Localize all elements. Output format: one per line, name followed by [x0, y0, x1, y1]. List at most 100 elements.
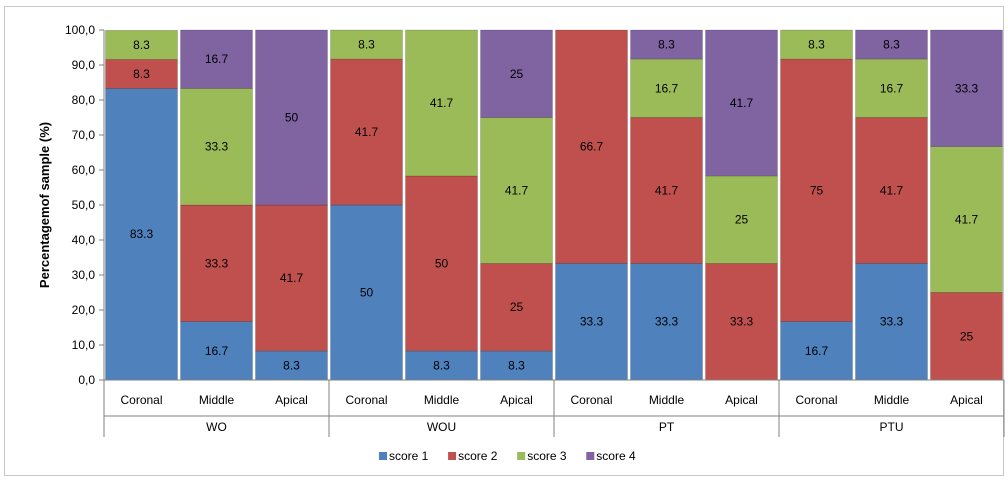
bar-segment — [180, 29, 253, 89]
data-label: 16.7 — [880, 81, 904, 95]
y-axis-title: Percentagemof sample (%) — [37, 122, 52, 288]
y-tick-label: 30,0 — [72, 268, 96, 282]
data-label: 8.3 — [358, 38, 375, 52]
legend: score 1 score 2 score 3 score 4 — [379, 449, 636, 463]
legend-label: score 2 — [458, 449, 498, 463]
data-label: 41.7 — [730, 96, 754, 110]
data-label: 25 — [960, 329, 974, 343]
y-tick-label: 0,0 — [78, 373, 95, 387]
data-label: 50 — [285, 111, 299, 125]
x-tick-label: Apical — [500, 393, 533, 407]
data-label: 25 — [510, 67, 524, 81]
bar-segment — [480, 117, 553, 264]
data-label: 33.3 — [730, 315, 754, 329]
x-group-label: WO — [206, 420, 227, 434]
bar-segment — [630, 29, 703, 60]
data-label: 16.7 — [205, 52, 229, 66]
data-label: 41.7 — [355, 125, 379, 139]
data-label: 8.3 — [133, 38, 150, 52]
x-tick-label: Apical — [275, 393, 308, 407]
bar-segment — [330, 58, 403, 206]
bar-segment — [705, 263, 778, 381]
data-label: 8.3 — [283, 358, 300, 372]
data-label: 41.7 — [430, 96, 454, 110]
y-tick-label: 50,0 — [72, 198, 96, 212]
x-tick-label: Apical — [950, 393, 983, 407]
x-tick-label: Coronal — [345, 393, 387, 407]
data-label: 16.7 — [655, 81, 679, 95]
y-tick-label: 20,0 — [72, 303, 96, 317]
bar-segment — [405, 29, 478, 177]
data-label: 33.3 — [880, 315, 904, 329]
bar-segment — [105, 88, 178, 381]
x-tick-label: Middle — [649, 393, 685, 407]
x-tick-label: Middle — [874, 393, 910, 407]
data-label: 16.7 — [205, 344, 229, 358]
data-label: 8.3 — [433, 358, 450, 372]
bar-segment — [105, 30, 178, 60]
data-label: 33.3 — [205, 140, 229, 154]
data-label: 33.3 — [205, 256, 229, 270]
data-label: 50 — [435, 256, 449, 270]
bar-segment — [405, 175, 478, 352]
bar-segment — [630, 58, 703, 118]
bar-segment — [180, 88, 253, 206]
y-tick-label: 90,0 — [72, 58, 96, 72]
y-tick-label: 70,0 — [72, 128, 96, 142]
data-label: 41.7 — [955, 213, 979, 227]
label-layer: 83.3 8.3 8.3 16.7 33.3 33.3 16.7 8.3 41.7 50 50 41.… — [130, 38, 979, 373]
bar-segment — [855, 58, 928, 118]
bars-layer — [105, 29, 1003, 381]
legend-swatch — [517, 452, 526, 460]
legend-swatch — [379, 452, 387, 460]
axis-layer: 0,0 10,0 20,0 30,0 40,0 50,0 60,0 70,0 80,0 90,0 1… — [65, 23, 1005, 437]
legend-label: score 4 — [596, 449, 636, 463]
bar-segment — [255, 204, 328, 352]
legend-label: score 3 — [527, 449, 567, 463]
data-label: 8.3 — [508, 358, 525, 372]
x-tick-label: Coronal — [570, 393, 612, 407]
x-tick-label: Middle — [199, 393, 235, 407]
bar-segment — [930, 292, 1003, 381]
x-tick-label: Coronal — [120, 393, 162, 407]
x-tick-label: Apical — [725, 393, 758, 407]
bar-segment — [480, 350, 553, 381]
bar-segment — [180, 321, 253, 381]
bar-segment — [780, 29, 853, 60]
bar-segment — [180, 204, 253, 322]
data-label: 33.3 — [955, 81, 979, 95]
data-label: 83.3 — [130, 227, 154, 241]
bar-segment — [705, 29, 778, 177]
bar-segment — [855, 29, 928, 60]
data-label: 75 — [810, 183, 824, 197]
bar-segment — [330, 204, 403, 381]
bar-segment — [705, 175, 778, 264]
data-label: 41.7 — [280, 271, 304, 285]
data-label: 50 — [360, 286, 374, 300]
data-label: 8.3 — [883, 38, 900, 52]
bar-segment — [630, 117, 703, 264]
bar-segment — [930, 29, 1003, 147]
bar-segment — [855, 117, 928, 264]
data-label: 41.7 — [655, 183, 679, 197]
data-label: 41.7 — [505, 183, 529, 197]
data-label: 66.7 — [580, 140, 604, 154]
data-label: 41.7 — [880, 183, 904, 197]
x-tick-label: Middle — [424, 393, 460, 407]
legend-label: score 1 — [389, 449, 429, 463]
bar-segment — [555, 29, 628, 264]
x-group-label: PT — [659, 420, 675, 434]
x-tick-label: Coronal — [795, 393, 837, 407]
bar-segment — [630, 263, 703, 381]
data-label: 33.3 — [655, 315, 679, 329]
legend-swatch — [586, 452, 595, 460]
data-label: 8.3 — [658, 38, 675, 52]
y-tick-label: 60,0 — [72, 163, 96, 177]
bar-segment — [255, 29, 328, 206]
bar-segment — [930, 146, 1003, 293]
bar-segment — [480, 263, 553, 352]
legend-swatch — [448, 452, 457, 460]
bar-segment — [480, 29, 553, 118]
y-tick-label: 100,0 — [65, 23, 95, 37]
